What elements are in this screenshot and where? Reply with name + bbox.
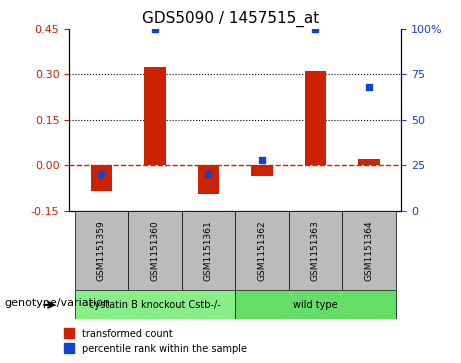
Text: GSM1151364: GSM1151364	[365, 220, 373, 281]
Text: GDS5090 / 1457515_at: GDS5090 / 1457515_at	[142, 11, 319, 27]
Text: GSM1151362: GSM1151362	[257, 220, 266, 281]
Text: genotype/variation: genotype/variation	[5, 298, 111, 308]
FancyBboxPatch shape	[75, 211, 128, 290]
FancyBboxPatch shape	[128, 211, 182, 290]
Text: cystatin B knockout Cstb-/-: cystatin B knockout Cstb-/-	[89, 300, 221, 310]
FancyBboxPatch shape	[75, 290, 235, 319]
Bar	[251, 165, 272, 176]
FancyBboxPatch shape	[182, 211, 235, 290]
Text: GSM1151359: GSM1151359	[97, 220, 106, 281]
Bar	[198, 165, 219, 194]
Text: GSM1151363: GSM1151363	[311, 220, 320, 281]
Bar	[144, 67, 165, 165]
Bar	[90, 165, 112, 191]
Text: GSM1151361: GSM1151361	[204, 220, 213, 281]
FancyBboxPatch shape	[289, 211, 342, 290]
Text: GSM1151360: GSM1151360	[150, 220, 160, 281]
Text: wild type: wild type	[293, 300, 338, 310]
Bar	[305, 72, 326, 165]
Legend: transformed count, percentile rank within the sample: transformed count, percentile rank withi…	[60, 326, 250, 358]
FancyBboxPatch shape	[235, 211, 289, 290]
Bar	[358, 159, 380, 165]
FancyBboxPatch shape	[342, 211, 396, 290]
FancyBboxPatch shape	[235, 290, 396, 319]
